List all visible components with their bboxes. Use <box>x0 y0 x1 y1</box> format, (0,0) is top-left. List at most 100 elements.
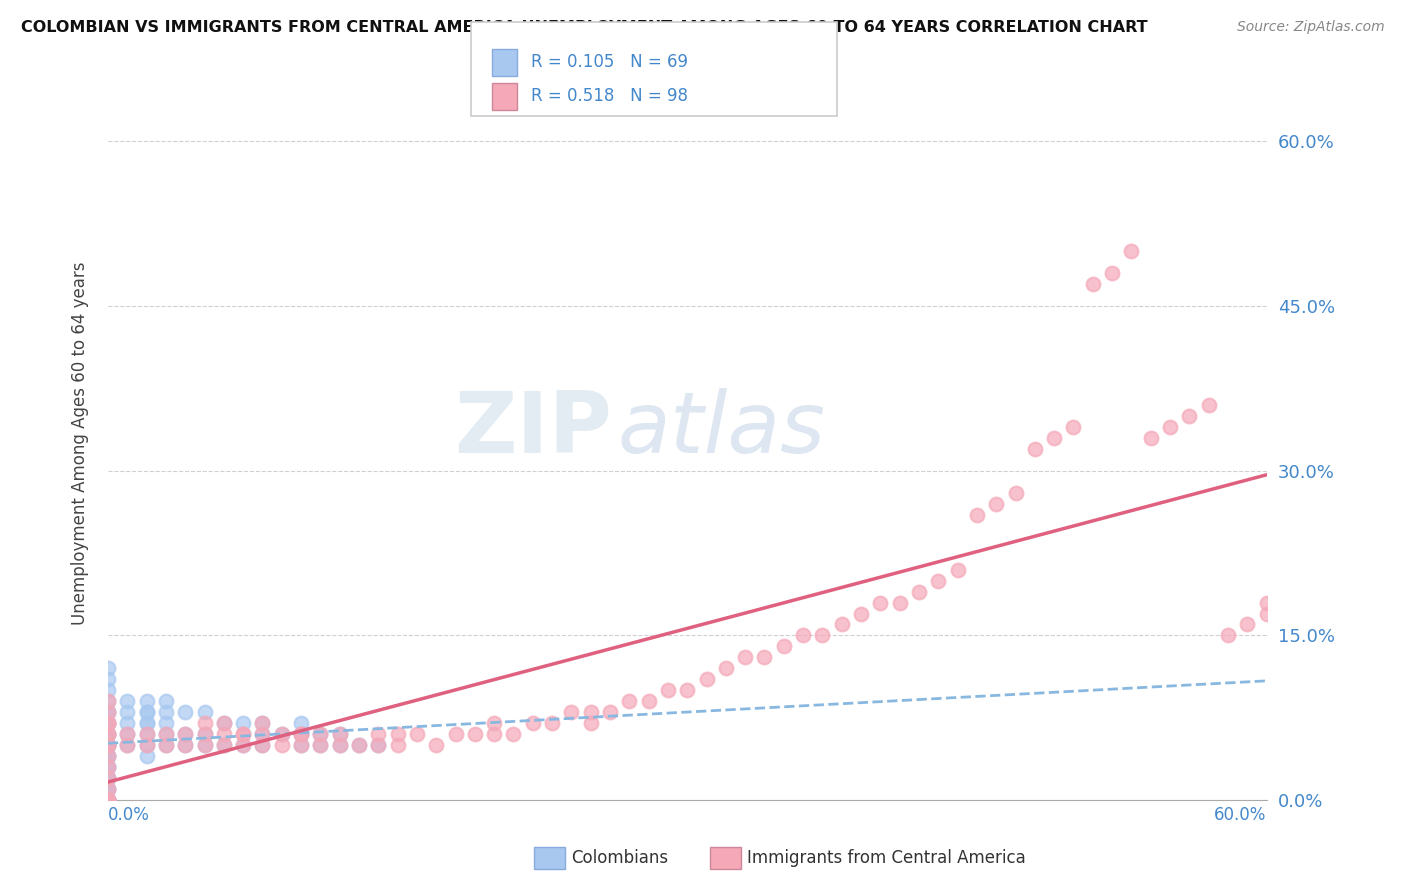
Point <box>97 793 120 807</box>
Point <box>97 749 120 764</box>
Point <box>97 706 120 720</box>
Point <box>212 716 235 731</box>
Point <box>889 595 911 609</box>
Point <box>135 749 157 764</box>
Point <box>1043 431 1066 445</box>
Point <box>1198 398 1220 412</box>
Point <box>155 727 177 741</box>
Text: R = 0.105   N = 69: R = 0.105 N = 69 <box>531 54 689 71</box>
Point <box>97 771 120 785</box>
Point <box>97 793 120 807</box>
Point <box>97 739 120 753</box>
Point <box>849 607 872 621</box>
Point <box>522 716 544 731</box>
Point <box>97 727 120 741</box>
Point <box>97 716 120 731</box>
Point <box>97 760 120 774</box>
Point <box>193 727 215 741</box>
Point <box>155 716 177 731</box>
Text: Colombians: Colombians <box>571 849 668 867</box>
Point <box>155 706 177 720</box>
Point <box>657 683 679 698</box>
Point <box>97 694 120 708</box>
Point <box>97 782 120 797</box>
Point <box>212 716 235 731</box>
Text: Immigrants from Central America: Immigrants from Central America <box>747 849 1025 867</box>
Text: 60.0%: 60.0% <box>1215 805 1267 823</box>
Point <box>97 793 120 807</box>
Point <box>97 739 120 753</box>
Point <box>97 716 120 731</box>
Point <box>1256 607 1278 621</box>
Point <box>309 739 332 753</box>
Point <box>97 793 120 807</box>
Point <box>117 727 139 741</box>
Point <box>155 739 177 753</box>
Point <box>329 727 352 741</box>
Point <box>97 793 120 807</box>
Point <box>927 574 949 588</box>
Point <box>986 497 1008 511</box>
Point <box>270 727 292 741</box>
Point <box>97 771 120 785</box>
Point <box>754 650 776 665</box>
Point <box>1121 244 1143 258</box>
Point <box>1178 409 1201 423</box>
Point <box>869 595 891 609</box>
Point <box>811 628 834 642</box>
Point <box>155 727 177 741</box>
Point <box>174 739 197 753</box>
Text: COLOMBIAN VS IMMIGRANTS FROM CENTRAL AMERICA UNEMPLOYMENT AMONG AGES 60 TO 64 YE: COLOMBIAN VS IMMIGRANTS FROM CENTRAL AME… <box>21 20 1147 35</box>
Point <box>387 739 409 753</box>
Point <box>232 739 254 753</box>
Point <box>599 706 621 720</box>
Point <box>406 727 429 741</box>
Point <box>117 706 139 720</box>
Text: 0.0%: 0.0% <box>108 805 150 823</box>
Point <box>270 739 292 753</box>
Point <box>270 727 292 741</box>
Point <box>97 760 120 774</box>
Point <box>1062 419 1084 434</box>
Point <box>97 683 120 698</box>
Point <box>97 782 120 797</box>
Point <box>97 694 120 708</box>
Text: atlas: atlas <box>617 387 825 470</box>
Point <box>97 673 120 687</box>
Point <box>97 793 120 807</box>
Point <box>464 727 486 741</box>
Point <box>252 727 274 741</box>
Point <box>966 508 988 522</box>
Point <box>97 727 120 741</box>
Point <box>174 727 197 741</box>
Point <box>482 727 505 741</box>
Point <box>232 716 254 731</box>
Point <box>212 739 235 753</box>
Point <box>117 739 139 753</box>
Point <box>1081 277 1104 291</box>
Point <box>135 694 157 708</box>
Point <box>135 716 157 731</box>
Point <box>290 727 312 741</box>
Point <box>290 727 312 741</box>
Point <box>1024 442 1046 456</box>
Point <box>155 694 177 708</box>
Point <box>174 727 197 741</box>
Y-axis label: Unemployment Among Ages 60 to 64 years: Unemployment Among Ages 60 to 64 years <box>72 261 89 625</box>
Point <box>502 727 524 741</box>
Point <box>193 716 215 731</box>
Point <box>135 716 157 731</box>
Point <box>482 716 505 731</box>
Point <box>560 706 582 720</box>
Point <box>135 727 157 741</box>
Point <box>290 727 312 741</box>
Point <box>329 739 352 753</box>
Point <box>193 739 215 753</box>
Point <box>232 739 254 753</box>
Point <box>97 793 120 807</box>
Point <box>367 739 389 753</box>
Point <box>772 640 794 654</box>
Point <box>1139 431 1161 445</box>
Text: Source: ZipAtlas.com: Source: ZipAtlas.com <box>1237 20 1385 34</box>
Text: R = 0.518   N = 98: R = 0.518 N = 98 <box>531 87 689 105</box>
